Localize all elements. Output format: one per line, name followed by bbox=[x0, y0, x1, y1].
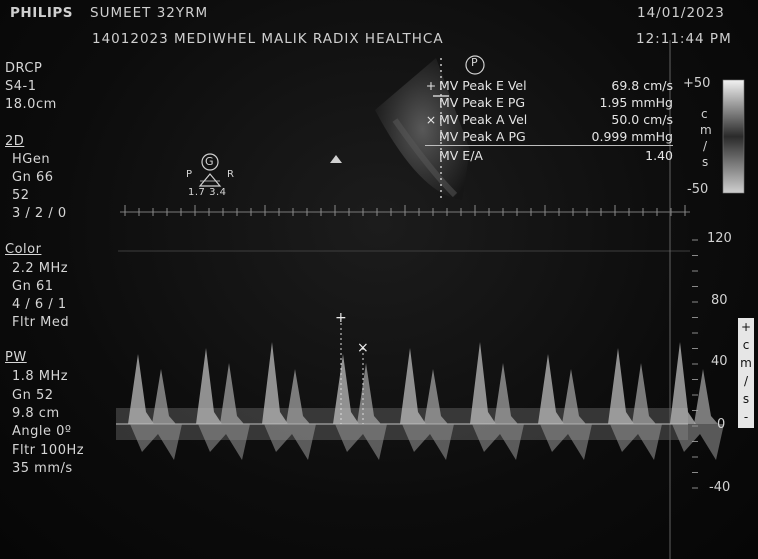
velocity-tick: 40 bbox=[711, 354, 728, 369]
exam-id-line: 14012023 MEDIWHEL MALIK RADIX HEALTHCA bbox=[92, 31, 444, 47]
measurement-label: MV Peak A PG bbox=[439, 129, 526, 144]
spectrum-reverse-flow bbox=[264, 424, 316, 460]
velocity-unit-letter: + bbox=[740, 320, 752, 334]
velocity-tick: -40 bbox=[709, 480, 731, 495]
spectrum-reverse-flow bbox=[335, 424, 387, 460]
velocity-tick: 80 bbox=[711, 293, 728, 308]
measurement-value: 1.95 mmHg bbox=[599, 95, 674, 110]
spectrum-e-wave bbox=[538, 354, 564, 424]
section-2d-line: 3 / 2 / 0 bbox=[12, 206, 67, 221]
spectrum-e-wave bbox=[262, 342, 288, 424]
velocity-unit-letter: / bbox=[743, 374, 749, 388]
spectrum-reverse-flow bbox=[672, 424, 724, 460]
section-color-title: Color bbox=[5, 242, 42, 257]
exam-date: 14/01/2023 bbox=[637, 5, 725, 21]
spectrum-e-wave bbox=[128, 354, 154, 424]
spectrum-e-wave bbox=[470, 342, 496, 424]
spectrum-reverse-flow bbox=[130, 424, 182, 460]
spectrum-a-wave bbox=[694, 369, 718, 424]
velocity-tick: 120 bbox=[707, 231, 732, 246]
spectrum-reverse-flow bbox=[198, 424, 250, 460]
color-bar-unit: / bbox=[703, 139, 708, 153]
spectrum-a-wave bbox=[152, 369, 176, 424]
caliper-cross-icon: × bbox=[425, 112, 437, 127]
color-bar-unit: s bbox=[702, 155, 709, 169]
orientation-values: 1.7 3.4 bbox=[188, 187, 227, 198]
spectrum-reverse-flow bbox=[610, 424, 662, 460]
spectrum-a-wave bbox=[494, 363, 518, 424]
spectrum-reverse-flow bbox=[402, 424, 454, 460]
section-2d-line: 52 bbox=[12, 188, 30, 203]
spectrum-a-wave bbox=[562, 369, 586, 424]
patient-name: SUMEET 32YRM bbox=[90, 5, 209, 21]
spectrum-a-wave bbox=[632, 363, 656, 424]
section-2d-line: HGen bbox=[12, 152, 51, 167]
p-badge-letter: P bbox=[471, 56, 479, 69]
measurement-label: MV E/A bbox=[439, 148, 483, 163]
section-pw-line: Gn 52 bbox=[12, 388, 54, 403]
spectrum-e-wave bbox=[196, 348, 222, 424]
orientation-right-letter: R bbox=[227, 169, 235, 180]
orientation-left-letter: P bbox=[186, 169, 193, 180]
brand-logo: PHILIPS bbox=[10, 5, 73, 21]
spectrum-a-wave bbox=[286, 369, 310, 424]
caliper-plus-icon: + bbox=[335, 310, 347, 326]
velocity-unit-letter: c bbox=[742, 338, 750, 352]
caliper-cross-icon: × bbox=[357, 340, 369, 356]
spectrum-e-wave bbox=[670, 342, 696, 424]
section-color-line: 4 / 6 / 1 bbox=[12, 297, 67, 312]
velocity-unit-letter: m bbox=[740, 356, 752, 370]
spectrum-a-wave bbox=[424, 369, 448, 424]
measurement-label: MV Peak E Vel bbox=[439, 78, 527, 93]
measurement-value: 1.40 bbox=[645, 148, 673, 163]
measurement-value: 69.8 cm/s bbox=[611, 78, 673, 93]
color-bar-unit: c bbox=[701, 107, 708, 121]
section-2d-title: 2D bbox=[5, 134, 25, 149]
section-pw-line: 1.8 MHz bbox=[12, 369, 69, 384]
spectrum-reverse-flow bbox=[472, 424, 524, 460]
spectrum-reverse-flow bbox=[540, 424, 592, 460]
orientation-marker-icon bbox=[198, 153, 222, 187]
section-color-line: Fltr Med bbox=[12, 315, 70, 330]
spectrum-e-wave bbox=[333, 354, 359, 424]
color-velocity-bar bbox=[722, 79, 745, 194]
section-pw-line: 9.8 cm bbox=[12, 406, 60, 421]
velocity-unit-letter: s bbox=[742, 392, 750, 406]
section-pw-line: Fltr 100Hz bbox=[12, 443, 85, 458]
measurement-row: MV Peak A PG 0.999 mmHg bbox=[425, 129, 673, 146]
imaging-mode: DRCP bbox=[5, 61, 43, 76]
velocity-unit-letter: - bbox=[743, 410, 749, 424]
velocity-unit-label: + c m / s - bbox=[738, 318, 754, 428]
measurement-value: 50.0 cm/s bbox=[611, 112, 673, 127]
color-bar-unit: m bbox=[700, 123, 712, 137]
measurement-value: 0.999 mmHg bbox=[591, 129, 673, 144]
section-pw-line: Angle 0º bbox=[12, 424, 72, 439]
section-pw-line: 35 mm/s bbox=[12, 461, 73, 476]
measurement-label: MV Peak E PG bbox=[439, 95, 526, 110]
probe-name: S4-1 bbox=[5, 79, 37, 94]
p-badge-icon bbox=[465, 55, 485, 75]
section-pw-title: PW bbox=[5, 350, 27, 365]
image-depth: 18.0cm bbox=[5, 97, 57, 112]
spectrum-e-wave bbox=[400, 348, 426, 424]
spectrum-a-wave bbox=[220, 363, 244, 424]
orientation-marker-letter: G bbox=[205, 155, 215, 168]
section-color-line: 2.2 MHz bbox=[12, 261, 69, 276]
exam-time: 12:11:44 PM bbox=[636, 31, 732, 47]
caliper-plus-icon: + bbox=[425, 78, 437, 93]
color-bar-bottom: -50 bbox=[687, 182, 709, 197]
spectrum-e-wave bbox=[608, 348, 634, 424]
color-bar-top: +50 bbox=[683, 76, 711, 91]
section-color-line: Gn 61 bbox=[12, 279, 54, 294]
focus-marker-icon bbox=[330, 155, 342, 163]
section-2d-line: Gn 66 bbox=[12, 170, 54, 185]
measurement-label: MV Peak A Vel bbox=[439, 112, 528, 127]
velocity-tick: 0 bbox=[717, 417, 726, 432]
